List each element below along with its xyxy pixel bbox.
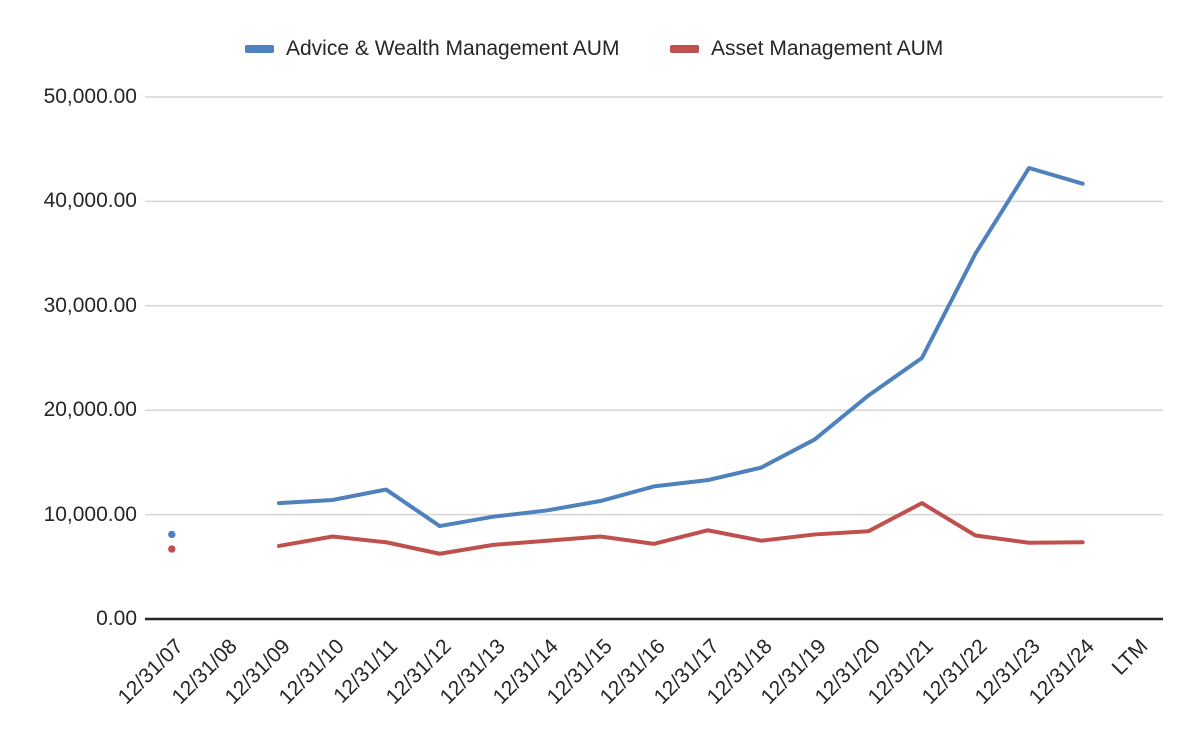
- y-axis-tick-label: 0.00: [96, 607, 137, 630]
- y-axis-tick-label: 20,000.00: [43, 398, 137, 422]
- series-marker-0: [168, 530, 176, 539]
- y-axis-tick-label: 50,000.00: [43, 85, 137, 108]
- chart-legend: Advice & Wealth Management AUM Asset Man…: [0, 0, 1200, 70]
- legend-swatch-blue: [245, 45, 274, 53]
- series-line-0: [276, 165, 1085, 529]
- series-marker-1: [168, 545, 176, 553]
- legend-swatch-red: [670, 45, 699, 53]
- y-axis-tick-label: 10,000.00: [43, 502, 137, 526]
- y-axis-tick-label: 30,000.00: [43, 293, 137, 317]
- series-line-1: [276, 501, 1085, 556]
- legend-label-asset-management-aum: Asset Management AUM: [711, 37, 944, 60]
- legend-label-advice-wealth-management-aum: Advice & Wealth Management AUM: [286, 37, 620, 60]
- y-axis-tick-label: 40,000.00: [43, 189, 137, 213]
- legend-item-asset-management-aum: Asset Management AUM: [670, 37, 943, 61]
- legend-item-advice-wealth-management-aum: Advice & Wealth Management AUM: [245, 37, 619, 61]
